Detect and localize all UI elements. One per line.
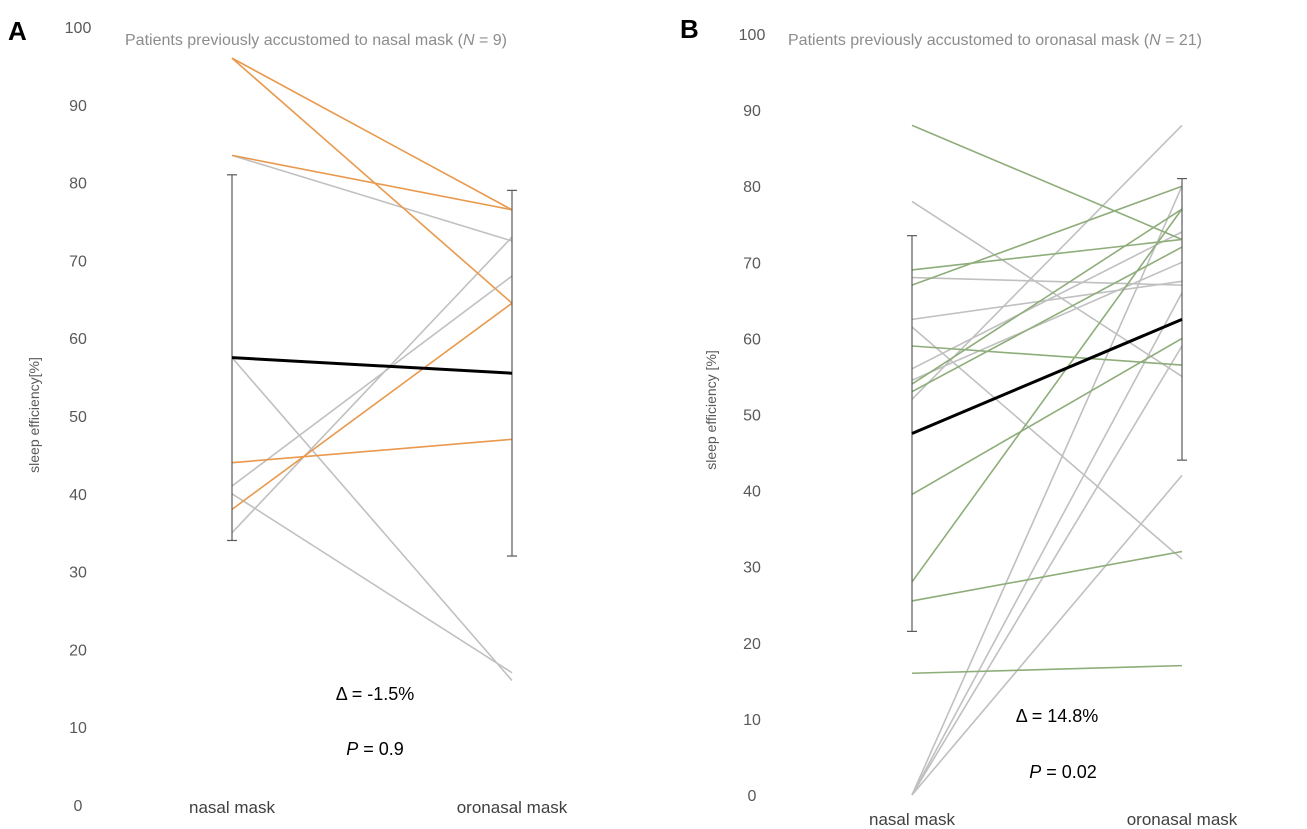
y-tick-label-40: 40: [69, 487, 87, 504]
y-tick-label-90: 90: [743, 103, 761, 120]
series-line-green-8: [911, 550, 1183, 602]
panel-b: B Patients previously accustomed to oron…: [680, 14, 1238, 829]
series-line-green-4: [911, 208, 1183, 385]
panel-b-errorbars: [907, 177, 1187, 632]
y-tick-label-50: 50: [69, 409, 87, 426]
y-tick-label-80: 80: [69, 176, 87, 193]
mean-line: [231, 356, 513, 375]
panel-b-ylabel: sleep efficiency [%]: [703, 350, 719, 470]
panel-a-label: A: [8, 16, 27, 46]
panel-a-delta: Δ = -1.5%: [336, 684, 415, 704]
series-line-grey-15: [911, 124, 1183, 400]
panel-a-series: [231, 57, 513, 682]
y-tick-label-50: 50: [743, 408, 761, 425]
series-line-grey-19: [911, 474, 1183, 796]
series-line-orange-1: [231, 154, 513, 211]
category-label-0: nasal mask: [869, 810, 955, 829]
y-tick-label-60: 60: [69, 331, 87, 348]
y-tick-label-0: 0: [74, 798, 83, 815]
series-line-grey-17: [911, 292, 1183, 796]
panel-b-categories: nasal mask oronasal mask: [869, 810, 1238, 829]
panel-a-pvalue: P = 0.9: [346, 739, 404, 759]
y-tick-label-70: 70: [743, 255, 761, 272]
panel-b-title-suffix: = 21): [1161, 32, 1202, 49]
panel-a-p-label: P: [346, 739, 358, 759]
panel-b-title-prefix: Patients previously accustomed to oronas…: [788, 32, 1150, 49]
series-line-orange-0: [231, 57, 513, 211]
panel-b-p-text: = 0.02: [1041, 762, 1097, 782]
series-line-grey-16: [911, 185, 1183, 796]
series-line-grey-8: [231, 236, 513, 534]
category-label-0: nasal mask: [189, 798, 275, 817]
panel-a-ylabel: sleep efficiency[%]: [26, 357, 42, 473]
y-tick-label-100: 100: [739, 27, 766, 44]
mean-line: [911, 317, 1183, 435]
panel-b-y-ticks: 0 10 20 30 40 50 60 70 80 90 100: [739, 27, 766, 805]
y-tick-label-100: 100: [65, 20, 92, 37]
panel-b-delta: Δ = 14.8%: [1016, 706, 1099, 726]
series-line-grey-4: [231, 154, 513, 242]
panel-a-mean: [231, 356, 513, 375]
panel-b-label: B: [680, 14, 699, 44]
panel-a: A Patients previously accustomed to nasa…: [8, 16, 568, 817]
series-line-green-2: [911, 185, 1183, 286]
series-line-green-0: [911, 124, 1183, 241]
panel-a-p-text: = 0.9: [358, 739, 404, 759]
category-label-1: oronasal mask: [457, 798, 568, 817]
series-line-green-9: [911, 664, 1183, 675]
y-tick-label-30: 30: [743, 560, 761, 577]
series-line-grey-14: [911, 231, 1183, 370]
series-line-green-6: [911, 337, 1183, 496]
y-tick-label-40: 40: [743, 484, 761, 501]
series-line-grey-6: [231, 275, 513, 487]
category-label-1: oronasal mask: [1127, 810, 1238, 829]
panel-a-categories: nasal mask oronasal mask: [189, 798, 568, 817]
series-line-grey-5: [231, 357, 513, 682]
y-tick-label-80: 80: [743, 179, 761, 196]
panel-b-mean: [911, 317, 1183, 435]
panel-b-p-label: P: [1029, 762, 1041, 782]
y-tick-label-90: 90: [69, 98, 87, 115]
series-line-orange-3: [231, 302, 513, 511]
panel-a-y-ticks: 0 10 20 30 40 50 60 70 80 90 100: [65, 20, 92, 815]
series-line-grey-20: [911, 261, 1183, 381]
panel-b-title: Patients previously accustomed to oronas…: [788, 32, 1202, 49]
y-tick-label-10: 10: [69, 720, 87, 737]
panel-a-title-prefix: Patients previously accustomed to nasal …: [125, 32, 464, 49]
panel-a-title-suffix: = 9): [475, 32, 507, 49]
y-tick-label-30: 30: [69, 565, 87, 582]
series-line-orange-9: [231, 57, 513, 304]
y-tick-label-0: 0: [748, 788, 757, 805]
series-line-grey-10: [911, 200, 1183, 378]
series-line-grey-7: [231, 493, 513, 674]
series-line-green-1: [911, 238, 1183, 271]
y-tick-label-60: 60: [743, 331, 761, 348]
panel-b-title-n: N: [1149, 32, 1161, 49]
panel-b-series: [911, 124, 1183, 796]
series-line-green-7: [911, 208, 1183, 583]
series-line-grey-11: [911, 276, 1183, 286]
panel-a-title: Patients previously accustomed to nasal …: [125, 32, 507, 49]
y-tick-label-70: 70: [69, 253, 87, 270]
y-tick-label-10: 10: [743, 712, 761, 729]
series-line-grey-18: [911, 345, 1183, 796]
panel-a-title-n: N: [463, 32, 475, 49]
y-tick-label-20: 20: [743, 636, 761, 653]
series-line-green-3: [911, 345, 1183, 366]
series-line-orange-2: [231, 438, 513, 464]
panel-b-pvalue: P = 0.02: [1029, 762, 1097, 782]
series-line-green-5: [911, 246, 1183, 393]
y-tick-label-20: 20: [69, 642, 87, 659]
series-line-grey-13: [911, 326, 1183, 560]
